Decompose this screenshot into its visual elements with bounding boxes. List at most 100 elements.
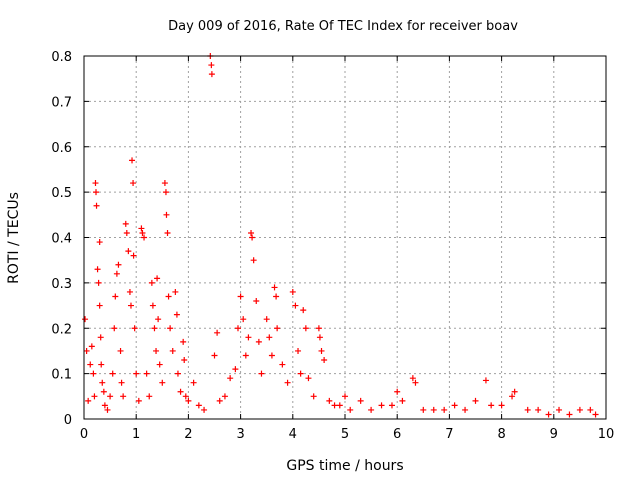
data-point [409, 375, 416, 382]
data-point [347, 406, 354, 413]
data-point [430, 406, 437, 413]
data-point [130, 180, 137, 187]
data-point [545, 411, 552, 418]
data-point [289, 288, 296, 295]
data-point [172, 288, 179, 295]
x-tick-label: 10 [598, 427, 615, 442]
data-point [292, 302, 299, 309]
data-point [164, 229, 171, 236]
data-point [326, 397, 333, 404]
axis-tick-labels: 0 1 2 3 4 5 6 7 8 9 10 0 0.1 0.2 0.3 0.4 0.5 0.6 0.7 0.8 [51, 50, 614, 442]
data-point [143, 370, 150, 377]
data-point [118, 379, 125, 386]
data-point [321, 357, 328, 364]
data-point [135, 397, 142, 404]
data-point [284, 379, 291, 386]
data-point [378, 402, 385, 409]
data-point [100, 388, 107, 395]
data-point [249, 234, 256, 241]
data-point [195, 402, 202, 409]
x-tick-label: 3 [236, 427, 244, 442]
y-tick-label: 0 [64, 413, 72, 428]
data-point [181, 357, 188, 364]
data-point [148, 279, 155, 286]
data-point [138, 225, 145, 232]
data-point [357, 397, 364, 404]
data-point [305, 375, 312, 382]
data-point [104, 406, 111, 413]
x-tick-label: 9 [550, 427, 558, 442]
data-point [92, 180, 99, 187]
data-point [462, 406, 469, 413]
data-point [576, 406, 583, 413]
data-point [83, 347, 90, 354]
data-point [263, 316, 270, 323]
data-point [139, 229, 146, 236]
data-point [127, 302, 134, 309]
data-point [182, 393, 189, 400]
y-tick-label: 0.7 [51, 95, 72, 110]
data-point [368, 406, 375, 413]
data-point [240, 316, 247, 323]
data-point [173, 311, 180, 318]
data-point [149, 302, 156, 309]
x-tick-label: 1 [132, 427, 140, 442]
data-point [472, 397, 479, 404]
data-point [201, 406, 208, 413]
data-point [271, 284, 278, 291]
data-point [131, 325, 138, 332]
data-point [302, 325, 309, 332]
data-point [120, 393, 127, 400]
data-point [85, 397, 92, 404]
data-point [211, 352, 218, 359]
data-point [266, 334, 273, 341]
data-point [331, 402, 338, 409]
data-point [167, 325, 174, 332]
x-tick-label: 6 [393, 427, 401, 442]
data-point [122, 220, 129, 227]
data-point [107, 393, 114, 400]
x-axis-label: GPS time / hours [286, 458, 403, 474]
data-point [96, 302, 103, 309]
data-point [399, 397, 406, 404]
data-point [123, 229, 130, 236]
data-point [216, 397, 223, 404]
data-point [535, 406, 542, 413]
data-point [117, 347, 124, 354]
data-point [482, 377, 489, 384]
data-point [245, 334, 252, 341]
chart-title: Day 009 of 2016, Rate Of TEC Index for r… [168, 19, 518, 34]
data-point [90, 370, 97, 377]
data-point [98, 361, 105, 368]
data-point [185, 397, 192, 404]
data-point [509, 393, 516, 400]
data-point [112, 293, 119, 300]
data-point [342, 393, 348, 400]
data-point [336, 402, 343, 409]
data-point [556, 406, 563, 413]
data-point [190, 379, 197, 386]
y-tick-label: 0.3 [51, 277, 72, 292]
data-point [232, 366, 239, 373]
data-point [318, 347, 325, 354]
data-point [169, 347, 176, 354]
data-point [101, 402, 108, 409]
data-point [95, 279, 102, 286]
data-point [316, 334, 323, 341]
data-point [133, 370, 140, 377]
data-point [237, 293, 244, 300]
data-point [93, 202, 100, 209]
y-tick-label: 0.5 [51, 186, 72, 201]
data-point [300, 307, 307, 314]
y-tick-label: 0.8 [51, 50, 72, 65]
data-point [524, 406, 531, 413]
data-point [113, 270, 120, 277]
data-point [109, 370, 116, 377]
data-point [221, 393, 228, 400]
data-point [592, 411, 599, 418]
data-point [258, 370, 265, 377]
data-point [274, 325, 281, 332]
data-point [180, 338, 187, 345]
data-point [214, 329, 221, 336]
